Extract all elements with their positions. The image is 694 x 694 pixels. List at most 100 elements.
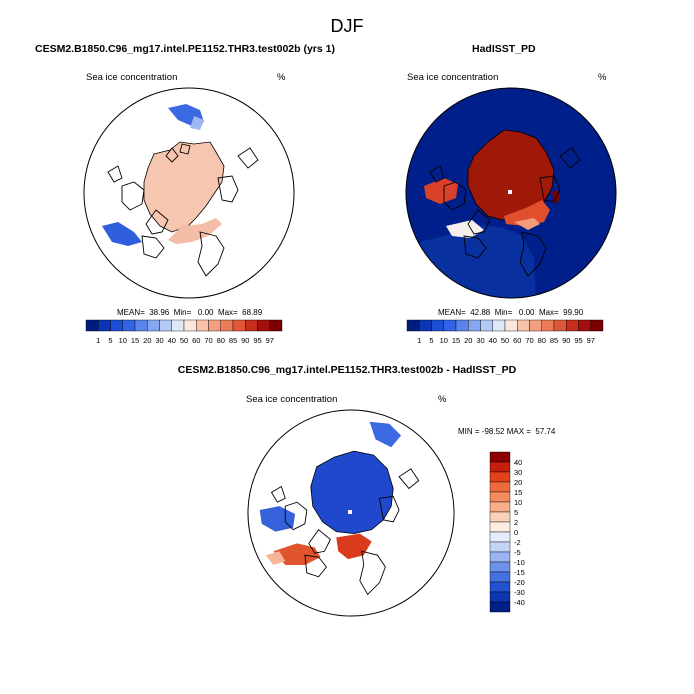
model-colorbar-swatch	[159, 319, 172, 332]
obs-colorbar-swatch	[406, 319, 420, 332]
diff-left-label: Sea ice concentration	[246, 394, 338, 405]
diff-colorbar-swatch	[489, 591, 511, 603]
model-right-label: %	[277, 72, 286, 83]
diff-positive-red-2	[336, 533, 372, 560]
diff-colorbar-swatch	[489, 471, 511, 483]
diff-colorbar-swatch	[489, 531, 511, 543]
diff-colorbar-swatch	[489, 561, 511, 573]
model-colorbar-swatch	[147, 319, 160, 332]
diff-arctic-negative	[310, 450, 394, 535]
obs-colorbar-tick-label: 40	[489, 336, 497, 345]
diff-colorbar-tick-label: 0	[514, 528, 518, 537]
model-colorbar-tick-label: 10	[119, 336, 127, 345]
diff-positive-red	[273, 543, 321, 566]
figure-title: DJF	[330, 16, 364, 36]
diff-colorbar-tick-label: -10	[514, 558, 525, 567]
obs-colorbar-swatch	[480, 319, 493, 332]
model-pacific-ice	[168, 218, 222, 244]
diff-coastlines	[270, 468, 420, 596]
model-bering-ice-light	[190, 116, 204, 130]
model-colorbar-swatch	[98, 319, 111, 332]
obs-colorbar-swatch	[578, 319, 591, 332]
obs-colorbar-swatch	[504, 319, 518, 332]
model-colorbar-swatch	[208, 319, 221, 332]
diff-panel-title: CESM2.B1850.C96_mg17.intel.PE1152.THR3.t…	[177, 364, 517, 376]
obs-left-label: Sea ice concentration	[407, 72, 499, 83]
obs-right-label: %	[598, 72, 607, 83]
model-colorbar-swatch	[220, 319, 234, 332]
obs-colorbar-tick-label: 50	[501, 336, 509, 345]
obs-colorbar-tick-label: 15	[452, 336, 460, 345]
diff-colorbar-swatch	[489, 491, 511, 503]
model-colorbar-tick-label: 95	[253, 336, 261, 345]
obs-polar-map	[405, 87, 617, 299]
model-colorbar-tick-label: 1	[96, 336, 100, 345]
obs-colorbar-tick-label: 20	[464, 336, 472, 345]
diff-colorbar-swatch	[489, 551, 511, 563]
model-colorbar-swatch	[85, 319, 99, 332]
diff-colorbar-swatch	[489, 571, 511, 583]
model-colorbar-swatch	[232, 319, 246, 332]
model-colorbar-swatch	[171, 319, 185, 332]
model-polar-map	[83, 87, 295, 299]
diff-colorbar-tick-label: -5	[514, 548, 521, 557]
diff-colorbar-tick-label: -30	[514, 588, 525, 597]
diff-colorbar-swatch	[489, 461, 511, 473]
diff-colorbar-swatch	[489, 581, 511, 593]
diff-colorbar-tick-label: 20	[514, 478, 522, 487]
obs-panel-title: HadISST_PD	[472, 43, 536, 55]
diff-colorbar-swatch	[489, 541, 511, 553]
diff-colorbar-swatch	[489, 511, 511, 523]
diff-colorbar-swatch	[489, 481, 511, 493]
obs-colorbar: 1 5 10 15 20 30 40 50 60 70 80 85 90 95 97	[406, 319, 604, 345]
model-colorbar-tick-label: 80	[217, 336, 225, 345]
obs-colorbar-tick-label: 97	[587, 336, 595, 345]
diff-pole-hole	[348, 510, 352, 514]
model-colorbar-swatch	[269, 319, 283, 332]
obs-colorbar-tick-label: 1	[417, 336, 421, 345]
obs-pole-hole	[508, 190, 512, 194]
diff-colorbar-tick-label: 15	[514, 488, 522, 497]
model-stats: MEAN= 38.96 Min= 0.00 Max= 68.89	[117, 308, 263, 317]
obs-colorbar-swatch	[455, 319, 469, 332]
obs-colorbar-swatch	[541, 319, 555, 332]
model-colorbar-tick-label: 90	[241, 336, 249, 345]
obs-colorbar-tick-label: 5	[429, 336, 433, 345]
model-colorbar-swatch	[110, 319, 123, 332]
diff-polar-map	[247, 409, 455, 617]
model-colorbar-tick-label: 30	[155, 336, 163, 345]
diff-colorbar-swatch	[489, 501, 511, 513]
obs-colorbar-swatch	[566, 319, 579, 332]
obs-ice-edge	[504, 200, 550, 226]
obs-colorbar-swatch	[590, 319, 604, 332]
obs-ice-edge-light	[514, 218, 540, 230]
model-colorbar-tick-label: 70	[204, 336, 212, 345]
obs-colorbar-swatch	[468, 319, 481, 332]
obs-colorbar-swatch	[529, 319, 542, 332]
obs-coastlines	[429, 147, 581, 277]
model-colorbar-tick-label: 97	[266, 336, 274, 345]
obs-colorbar-tick-label: 85	[550, 336, 558, 345]
obs-colorbar-swatch	[443, 319, 457, 332]
model-left-label: Sea ice concentration	[86, 72, 178, 83]
model-colorbar-tick-label: 15	[131, 336, 139, 345]
diff-colorbar-tick-label: 10	[514, 498, 522, 507]
diff-stats: MIN = -98.52 MAX = 57.74	[458, 427, 556, 436]
model-colorbar-tick-label: 60	[192, 336, 200, 345]
obs-arctic-ice	[467, 129, 555, 221]
obs-colorbar-tick-label: 95	[574, 336, 582, 345]
model-colorbar-tick-label: 50	[180, 336, 188, 345]
obs-colorbar-tick-label: 10	[440, 336, 448, 345]
diff-colorbar-tick-label: -15	[514, 568, 525, 577]
diff-west-negative	[259, 506, 296, 532]
diff-colorbar-tick-label: 2	[514, 518, 518, 527]
diff-colorbar-swatch	[489, 451, 511, 463]
model-colorbar: 1 5 10 15 20 30 40 50 60 70 80 85 90 95 97	[85, 319, 283, 345]
model-colorbar-swatch	[134, 319, 148, 332]
diff-colorbar-swatch	[489, 601, 511, 613]
obs-colorbar-swatch	[419, 319, 432, 332]
diff-bering-negative	[369, 421, 402, 448]
model-edge-blue	[102, 222, 142, 246]
model-panel-title: CESM2.B1850.C96_mg17.intel.PE1152.THR3.t…	[35, 43, 335, 55]
diff-colorbar-tick-label: 30	[514, 468, 522, 477]
